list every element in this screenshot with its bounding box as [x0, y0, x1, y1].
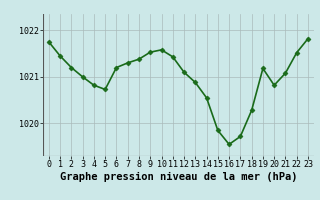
X-axis label: Graphe pression niveau de la mer (hPa): Graphe pression niveau de la mer (hPa)	[60, 172, 297, 182]
